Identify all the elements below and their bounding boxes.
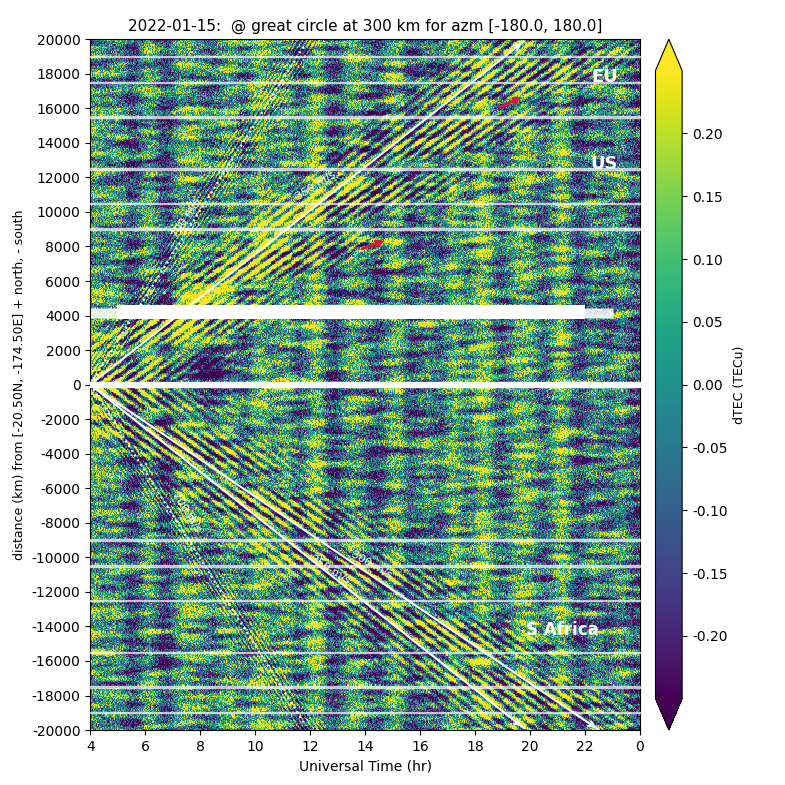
Text: EU: EU (591, 68, 618, 86)
Text: 300 m/s: 300 m/s (350, 549, 393, 580)
Text: 700 m/s: 700 m/s (170, 196, 203, 239)
Text: 350 m/s: 350 m/s (294, 170, 338, 202)
Text: 350 m/s: 350 m/s (309, 553, 352, 586)
Y-axis label: distance (km) from [-20.50N, -174.50E] + north, - south: distance (km) from [-20.50N, -174.50E] +… (13, 210, 26, 560)
Text: S Africa: S Africa (526, 621, 598, 639)
Text: US: US (590, 155, 618, 173)
Title: 2022-01-15:  @ great circle at 300 km for azm [-180.0, 180.0]: 2022-01-15: @ great circle at 300 km for… (128, 19, 602, 34)
Text: 700 m/s: 700 m/s (170, 490, 203, 534)
PathPatch shape (655, 39, 682, 71)
PathPatch shape (655, 699, 682, 730)
X-axis label: Universal Time (hr): Universal Time (hr) (298, 759, 432, 773)
Y-axis label: dTEC (TECu): dTEC (TECu) (733, 345, 746, 424)
